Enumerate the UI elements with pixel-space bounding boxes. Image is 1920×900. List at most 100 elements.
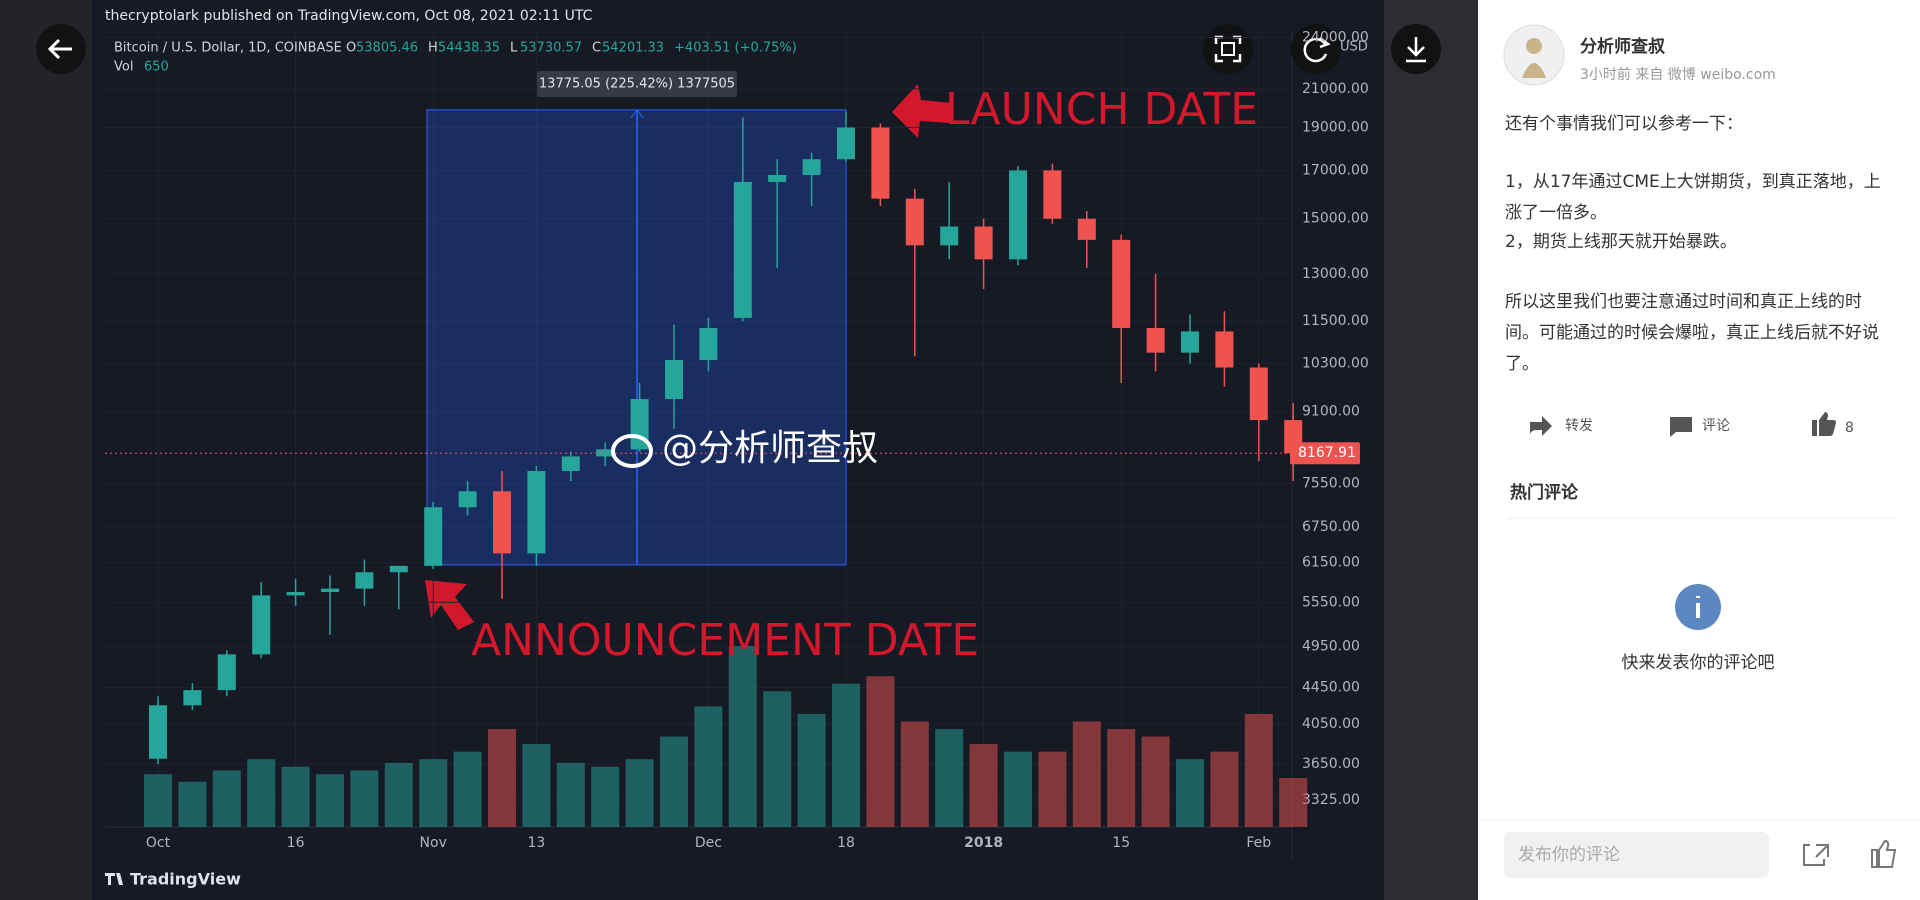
symbol: Bitcoin / U.S. Dollar, 1D, COINBASE: [114, 41, 342, 56]
volume-bar: [969, 744, 998, 827]
candle-body: [905, 198, 924, 246]
volume-bar: [763, 691, 792, 827]
volume-bar: [178, 781, 207, 827]
download-button[interactable]: [1391, 24, 1441, 74]
volume-bar: [556, 762, 585, 827]
volume-bar: [900, 721, 929, 827]
hot-comments: 热门评论: [1510, 482, 1579, 503]
candle-body: [252, 595, 271, 655]
candle-body: [1146, 327, 1165, 353]
comment-input[interactable]: [1504, 832, 1769, 878]
candle-body: [424, 507, 443, 566]
y-tick-label: 6750.00: [1302, 519, 1360, 535]
ohlc-key: H: [428, 41, 438, 56]
like-count[interactable]: 8: [1845, 420, 1854, 436]
volume-bar: [350, 770, 379, 827]
volume-bar: [1004, 751, 1032, 827]
x-tick-label: 2018: [964, 835, 1003, 851]
volume-bar: [694, 706, 723, 827]
measure-label: 13775.05 (225.42%) 1377505: [539, 77, 735, 92]
x-tick-label: Dec: [695, 835, 722, 851]
measure-label-box: [537, 71, 737, 97]
post-line: 1，从17年通过CME上大饼期货，到真正落地，上: [1505, 172, 1881, 192]
candle-body: [561, 456, 580, 472]
x-tick-label: Oct: [146, 835, 171, 851]
volume-bar: [1038, 751, 1067, 827]
change: +403.51 (+0.75%): [674, 41, 797, 56]
back-button[interactable]: [36, 24, 86, 74]
y-tick-label: 5550.00: [1302, 594, 1360, 610]
candle-body: [1249, 367, 1268, 421]
volume-bar: [1107, 729, 1136, 827]
y-tick-label: 9100.00: [1302, 404, 1360, 420]
volume-bar: [591, 766, 620, 827]
avatar-figure: [1522, 38, 1546, 78]
brand-logo: [105, 873, 123, 885]
axis-currency: USD: [1340, 40, 1368, 55]
candle-body: [1181, 331, 1199, 353]
x-tick-label: 16: [287, 835, 305, 851]
rotate-button[interactable]: [1291, 24, 1341, 74]
x-tick-label: 13: [527, 835, 545, 851]
weibo-panel: [1478, 0, 1920, 900]
volume-bar: [316, 774, 344, 827]
candle-body: [802, 159, 821, 175]
candle-body: [217, 654, 236, 691]
post-line: 2，期货上线那天就开始暴跌。: [1505, 232, 1737, 252]
author[interactable]: 分析师查叔: [1580, 36, 1666, 57]
post-line: 涨了一倍多。: [1505, 203, 1607, 223]
y-tick-label: 19000.00: [1302, 120, 1369, 136]
y-tick-label: 24000.00: [1302, 29, 1369, 45]
volume-bar: [419, 759, 448, 827]
repost-label[interactable]: 转发: [1565, 418, 1593, 434]
comment-icon[interactable]: [1670, 417, 1692, 437]
volume-bar: [1210, 751, 1239, 827]
candle-body: [321, 588, 339, 593]
candle-body: [1009, 170, 1027, 260]
volume-bar: [281, 766, 310, 827]
comment-label[interactable]: 评论: [1702, 418, 1730, 434]
candle-body: [699, 327, 718, 361]
y-tick-label: 3650.00: [1302, 756, 1360, 772]
candle-body: [665, 360, 683, 400]
volume-bar: [247, 759, 276, 827]
y-tick-label: 4950.00: [1302, 638, 1360, 654]
candle-body: [355, 572, 374, 589]
candle-body: [286, 592, 305, 596]
watermark-logo: [611, 434, 653, 468]
empty-comments: 快来发表你的评论吧: [1622, 653, 1775, 673]
footer-like-icon[interactable]: [1871, 839, 1897, 868]
last-price-box: [1290, 442, 1360, 465]
vol-value: 650: [144, 60, 169, 75]
candle-body: [1043, 170, 1062, 219]
announcement-arrow: [425, 580, 474, 630]
candle-body: [871, 127, 890, 199]
x-tick-label: Nov: [420, 835, 447, 851]
input-placeholder[interactable]: 发布你的评论: [1518, 845, 1620, 865]
post-meta: 3小时前 来自 微博 weibo.com: [1580, 66, 1776, 83]
x-tick-label: Feb: [1246, 835, 1271, 851]
volume-bar: [488, 729, 516, 827]
candle-body: [1112, 239, 1131, 328]
avatar[interactable]: [1503, 24, 1565, 86]
repost-icon[interactable]: [1530, 416, 1552, 436]
fit-button[interactable]: [1203, 24, 1253, 74]
candle-body: [1077, 218, 1096, 240]
volume-bar: [522, 744, 551, 827]
like-icon[interactable]: [1812, 412, 1836, 436]
y-tick-label: 17000.00: [1302, 162, 1369, 178]
share-icon[interactable]: [1803, 844, 1829, 866]
ohlc-value: 53730.57: [520, 41, 582, 56]
volume-bar: [384, 762, 413, 827]
candle-body: [1215, 331, 1234, 368]
y-tick-label: 10300.00: [1302, 356, 1369, 372]
post-line: 间。可能通过的时候会爆啦，真正上线后就不好说: [1505, 323, 1879, 343]
ohlc-key: O: [346, 41, 356, 56]
volume-bar: [1176, 759, 1204, 827]
y-tick-label: 15000.00: [1302, 211, 1369, 227]
volume-bar: [832, 683, 860, 827]
candle-body: [974, 226, 993, 260]
volume-bar: [1141, 736, 1170, 827]
x-tick-label: 18: [837, 835, 855, 851]
